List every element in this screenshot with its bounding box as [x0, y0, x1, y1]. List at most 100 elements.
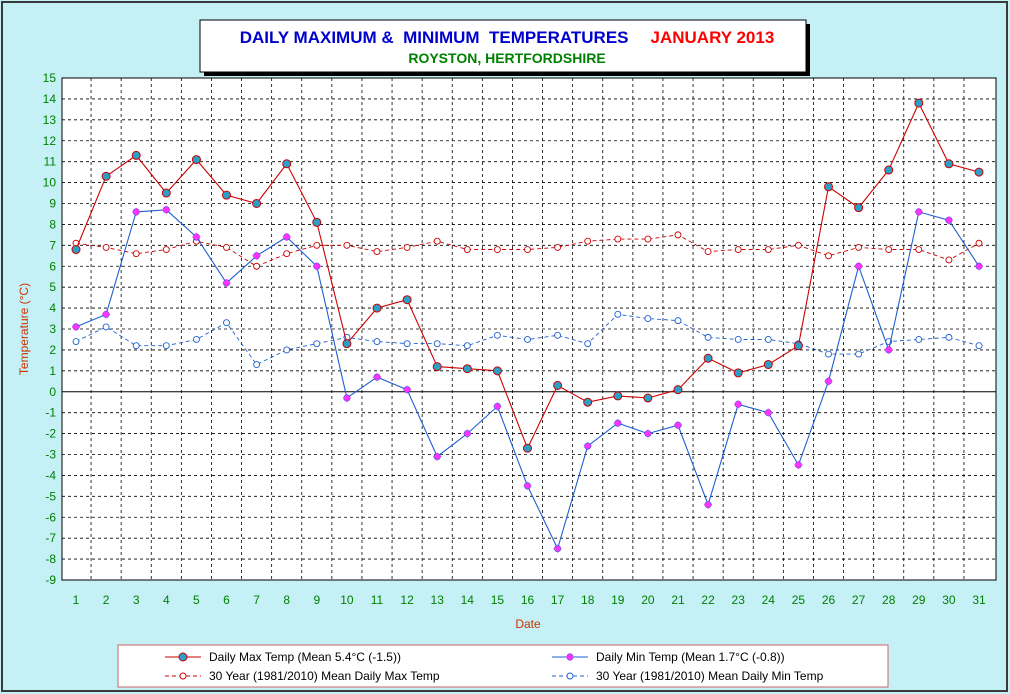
data-point: [312, 262, 321, 271]
data-point: [584, 237, 592, 245]
data-point: [493, 331, 501, 339]
data-point: [222, 278, 231, 287]
data-point: [524, 336, 531, 343]
data-point: [282, 159, 292, 169]
data-point: [825, 252, 832, 260]
data-point: [614, 310, 622, 318]
y-tick-label: -3: [45, 448, 56, 462]
y-tick-label: 7: [49, 238, 56, 252]
data-point: [794, 241, 802, 249]
data-point: [583, 442, 592, 451]
data-point: [192, 336, 200, 343]
data-point: [644, 315, 652, 322]
data-point: [524, 246, 531, 253]
data-point: [72, 322, 80, 331]
data-point: [824, 182, 833, 192]
y-axis-label: Temperature (°C): [17, 283, 31, 375]
data-point: [222, 190, 231, 200]
data-point: [734, 400, 743, 409]
data-point: [674, 421, 682, 430]
data-point: [734, 246, 742, 253]
legend-item-1: Daily Max Temp (Mean 5.4°C (-1.5)): [165, 650, 401, 664]
data-point: [974, 167, 984, 177]
data-point: [945, 333, 953, 341]
data-point: [854, 262, 863, 271]
x-tick-label: 24: [762, 593, 776, 607]
y-tick-label: -1: [45, 406, 56, 420]
series-layer: [71, 98, 984, 553]
y-tick-label: 9: [49, 197, 56, 211]
data-point: [854, 203, 864, 213]
y-tick-label: 3: [49, 322, 56, 336]
x-tick-label: 1: [73, 593, 80, 607]
y-tick-label: 13: [43, 113, 57, 127]
data-point: [493, 402, 502, 411]
x-tick-label: 29: [912, 593, 926, 607]
data-point: [794, 460, 803, 469]
data-point: [132, 342, 140, 350]
data-point: [192, 232, 201, 241]
data-point: [162, 205, 171, 214]
data-point: [674, 317, 682, 325]
data-point: [763, 360, 773, 370]
y-tick-label: -4: [45, 468, 56, 482]
data-point: [223, 243, 230, 251]
data-point: [223, 319, 230, 327]
x-tick-label: 19: [611, 593, 625, 607]
data-point: [433, 452, 442, 461]
y-tick-label: 0: [49, 385, 56, 399]
data-point: [462, 364, 472, 374]
data-point: [885, 246, 893, 253]
legend-item-4: 30 Year (1981/2010) Mean Daily Min Temp: [552, 669, 824, 683]
x-tick-label: 8: [283, 593, 290, 607]
data-point: [493, 246, 501, 253]
y-tick-label: -6: [45, 510, 56, 524]
x-tick-label: 9: [313, 593, 320, 607]
data-point: [614, 235, 622, 243]
chart-title-main: DAILY MAXIMUM & MINIMUM TEMPERATURES: [240, 28, 629, 47]
chart-title: DAILY MAXIMUM & MINIMUM TEMPERATURES JANU…: [240, 28, 775, 47]
y-tick-label: 11: [44, 155, 57, 169]
data-point: [914, 98, 924, 108]
x-tick-label: 7: [253, 593, 260, 607]
x-tick-label: 12: [400, 593, 414, 607]
legend: Daily Max Temp (Mean 5.4°C (-1.5)) Daily …: [165, 650, 824, 683]
y-tick-label: 1: [49, 364, 56, 378]
legend-label: Daily Min Temp (Mean 1.7°C (-0.8)): [596, 650, 785, 664]
data-point: [824, 377, 833, 386]
legend-box: [117, 644, 889, 688]
y-tick-label: -8: [45, 552, 56, 566]
legend-label: 30 Year (1981/2010) Mean Daily Max Temp: [209, 669, 440, 683]
data-point: [764, 246, 772, 253]
data-point: [101, 171, 111, 181]
data-point: [252, 199, 262, 208]
data-point: [944, 216, 953, 225]
data-point: [372, 303, 382, 313]
data-point: [945, 256, 953, 264]
y-tick-label: 15: [43, 71, 57, 85]
data-point: [643, 393, 653, 403]
data-point: [613, 419, 622, 428]
data-point: [403, 243, 411, 251]
x-tick-label: 16: [521, 593, 535, 607]
data-point: [463, 342, 471, 350]
legend-swatch-marker: [178, 652, 188, 662]
data-point: [733, 368, 743, 378]
data-point: [162, 246, 170, 253]
data-point: [463, 429, 472, 438]
legend-item-2: Daily Min Temp (Mean 1.7°C (-0.8)): [552, 650, 785, 664]
x-axis-label: Date: [515, 617, 541, 631]
grid-lines: [62, 77, 996, 581]
data-point: [403, 385, 412, 394]
y-tick-label: -9: [45, 573, 56, 587]
data-point: [915, 246, 923, 253]
x-tick-label: 28: [882, 593, 896, 607]
data-point: [373, 338, 381, 345]
data-point: [644, 235, 652, 243]
data-point: [132, 250, 140, 258]
data-point: [403, 340, 411, 348]
data-point: [975, 342, 983, 350]
